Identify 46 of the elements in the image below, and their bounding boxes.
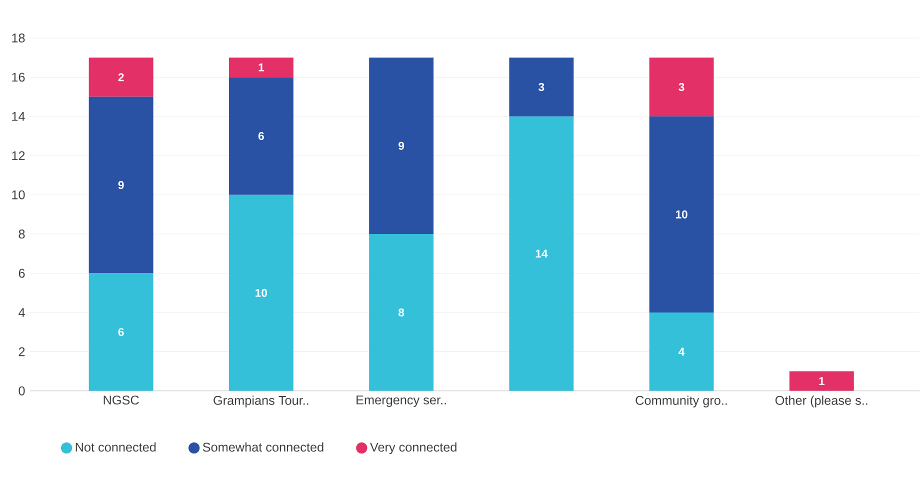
data-label: 8 [398, 308, 404, 317]
data-label: 10 [256, 288, 268, 297]
x-tick-label: Community gro.. [636, 396, 727, 408]
data-label: 6 [258, 132, 264, 140]
data-label: 10 [676, 210, 688, 219]
y-tick-label: 16 [12, 72, 25, 82]
data-label: 2 [118, 73, 124, 82]
x-tick-label: Emergency ser.. [356, 396, 446, 408]
y-tick-label: 4 [18, 308, 25, 317]
data-label: 3 [538, 83, 544, 92]
bar [228, 194, 294, 391]
x-tick-label: NGSC [104, 396, 139, 405]
bar [88, 58, 154, 97]
data-label: 6 [118, 328, 124, 336]
bar [228, 58, 294, 78]
legend-label: Very connected [370, 442, 456, 454]
y-tick-label: 6 [18, 268, 25, 278]
y-tick-label: 0 [18, 386, 25, 396]
y-tick-label: 18 [12, 34, 25, 43]
bar [509, 58, 574, 116]
x-tick-label: Other (please s.. [775, 396, 868, 408]
legend-label: Not connected [76, 442, 156, 452]
data-label: 1 [258, 64, 264, 72]
data-label: 1 [819, 377, 824, 386]
bar [649, 58, 714, 116]
data-label: 3 [678, 83, 684, 92]
bar [228, 77, 294, 195]
data-label: 4 [678, 348, 685, 356]
y-tick-label: 2 [18, 347, 25, 356]
bar [88, 96, 154, 274]
x-tick-label: Grampians Tour.. [214, 396, 308, 408]
bar [369, 58, 434, 234]
bar [88, 273, 154, 391]
bar [649, 116, 714, 313]
data-label: 9 [398, 142, 404, 150]
y-tick-label: 10 [12, 190, 25, 200]
bar [649, 312, 714, 391]
bar [369, 234, 434, 391]
legend-label: Somewhat connected [202, 442, 324, 452]
y-tick-label: 12 [12, 151, 25, 160]
data-label: 14 [536, 250, 548, 258]
bar [789, 371, 854, 391]
data-label: 9 [118, 181, 124, 190]
bar [509, 116, 574, 391]
y-tick-label: 14 [12, 112, 25, 121]
y-tick-label: 8 [18, 230, 25, 239]
